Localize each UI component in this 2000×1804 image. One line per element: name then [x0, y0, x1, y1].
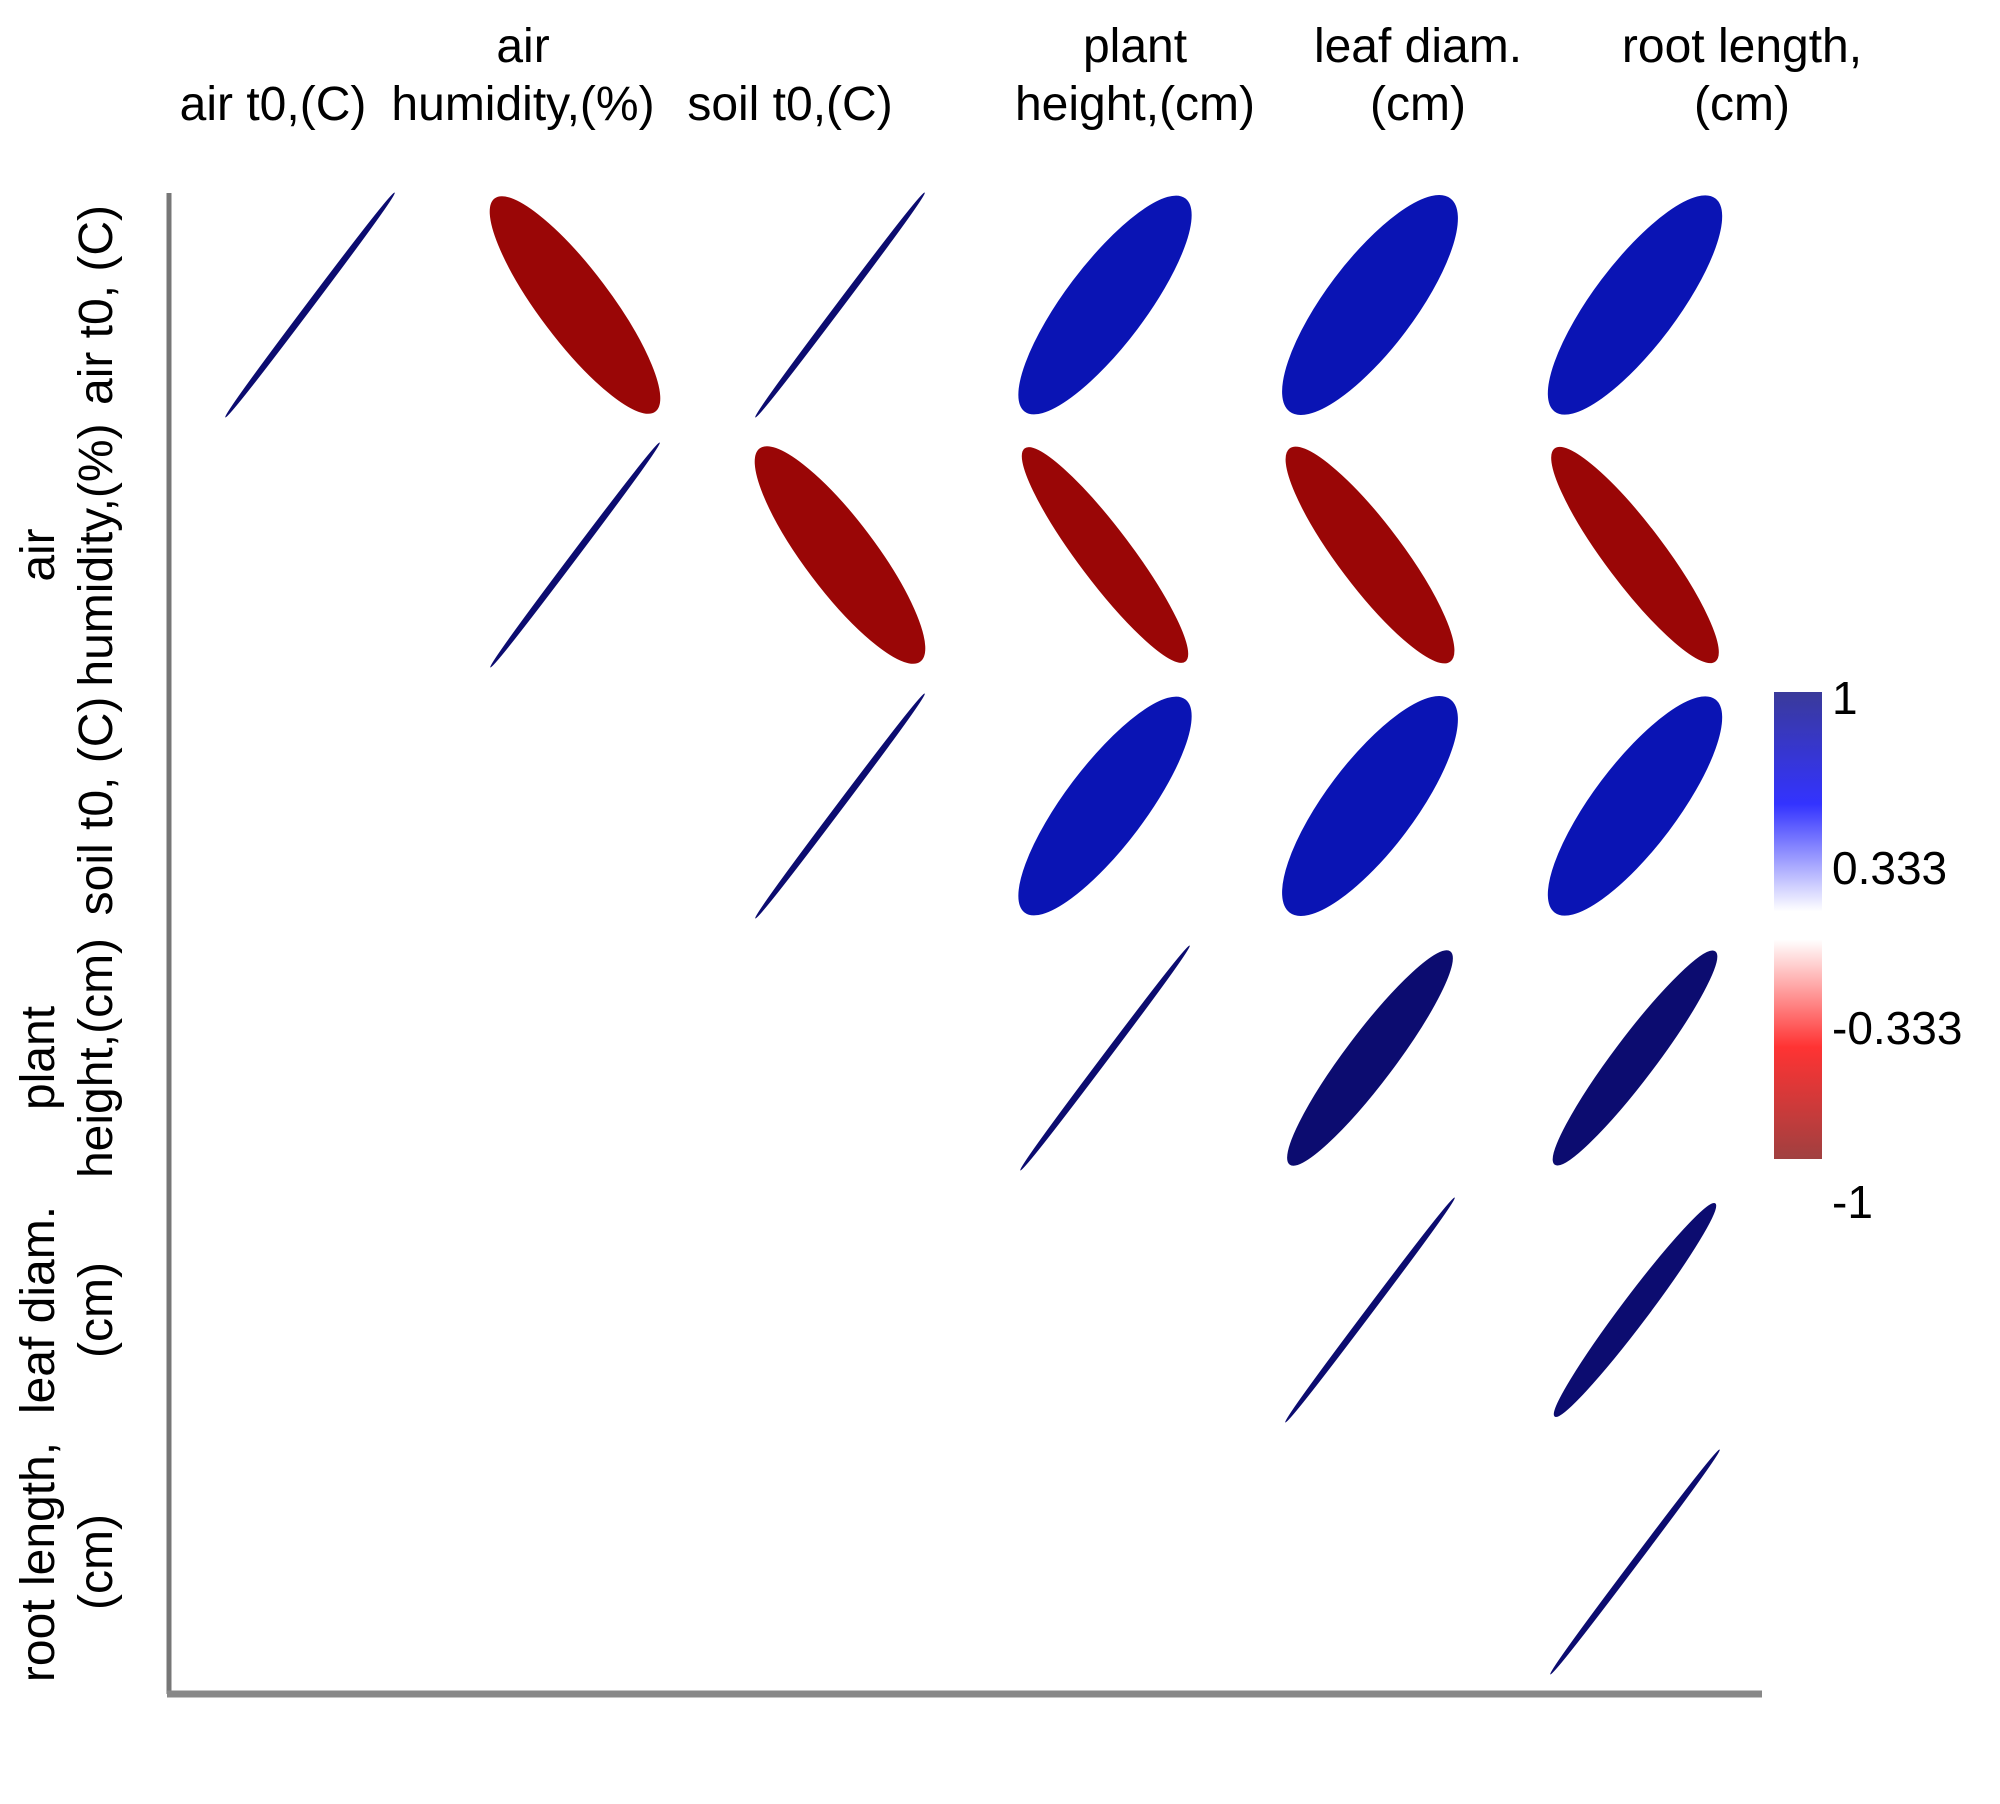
row-labels: air t0, (C) air humidity,(%) soil t0, (C) pl… [12, 205, 123, 1682]
correlation-ellipse [489, 196, 661, 414]
correlation-ellipse [224, 192, 396, 418]
column-label: air t0,(C) [180, 78, 367, 131]
correlation-ellipse [1284, 1197, 1456, 1423]
row-label: humidity,(%) [70, 423, 123, 686]
column-label: leaf diam. [1314, 20, 1522, 73]
colorbar-tick-1: 1 [1832, 672, 1858, 724]
correlation-ellipse [1021, 447, 1189, 663]
column-label: plant [1083, 20, 1187, 73]
row-label: leaf diam. [12, 1206, 65, 1414]
correlation-ellipse [1549, 1449, 1721, 1675]
ellipse-cells [224, 192, 1723, 1675]
correlation-ellipse [1551, 446, 1719, 664]
correlation-ellipse [754, 446, 926, 664]
row-label: (cm) [70, 1514, 123, 1610]
column-label: air [496, 20, 549, 73]
column-label: (cm) [1370, 78, 1466, 131]
row-label: root length, [12, 1442, 65, 1682]
column-label: soil t0,(C) [687, 78, 892, 131]
correlation-ellipse [1018, 696, 1192, 916]
correlation-ellipse [1019, 945, 1191, 1171]
colorbar-gradient [1774, 692, 1822, 1159]
column-label: (cm) [1694, 78, 1790, 131]
colorbar-tick-neg1: -1 [1832, 1176, 1873, 1228]
correlation-ellipse [1282, 696, 1458, 916]
row-label: plant [12, 1006, 65, 1110]
column-label: root length, [1622, 20, 1862, 73]
correlation-ellipse [1285, 446, 1455, 664]
row-label: (cm) [70, 1262, 123, 1358]
colorbar-tick-neg0333: -0.333 [1832, 1002, 1962, 1054]
correlation-ellipse [1553, 1202, 1717, 1418]
correlation-ellipse [1552, 950, 1718, 1166]
colorbar: 1 0.333 -0.333 -1 [1774, 672, 1962, 1228]
correlation-ellipse [1282, 195, 1458, 415]
correlation-ellipse [1287, 950, 1453, 1166]
column-label: height,(cm) [1015, 78, 1255, 131]
row-label: height,(cm) [70, 938, 123, 1178]
colorbar-tick-0333: 0.333 [1832, 842, 1947, 894]
correlation-ellipse [489, 442, 661, 668]
row-label: air [12, 528, 65, 581]
correlation-ellipse [754, 693, 926, 919]
row-label: air t0, (C) [70, 205, 123, 405]
correlation-ellipse [1018, 195, 1192, 415]
correlation-ellipse [754, 192, 926, 418]
correlation-ellipse [1547, 195, 1723, 415]
correlation-ellipse [1547, 696, 1723, 916]
row-label: soil t0, (C) [70, 697, 123, 916]
column-label: humidity,(%) [391, 78, 654, 131]
